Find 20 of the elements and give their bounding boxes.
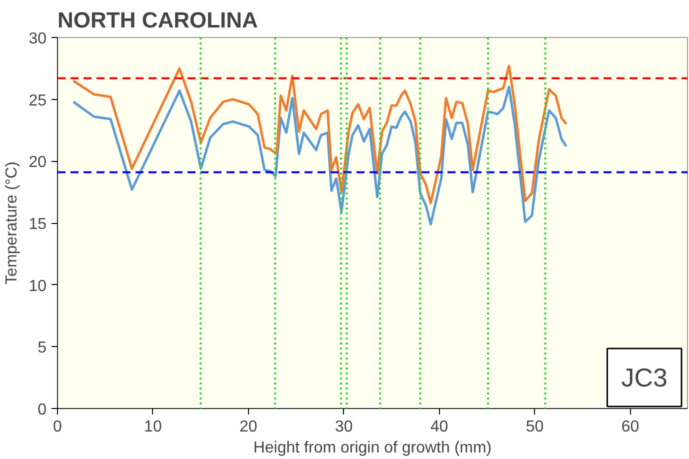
y-tick-label: 15: [28, 216, 47, 233]
y-tick-label: 0: [38, 402, 47, 418]
x-tick-label: 50: [526, 418, 544, 436]
x-tick-label: 10: [144, 418, 162, 436]
chart-title: NORTH CAROLINA: [58, 8, 258, 32]
line-series: [72, 86, 568, 226]
x-tick-label: 40: [430, 418, 448, 436]
x-tick-label: 0: [53, 418, 62, 436]
x-tick-label: 20: [240, 418, 258, 436]
y-tick-label: 10: [28, 278, 47, 295]
y-tick-label: 25: [28, 92, 47, 110]
x-tick-label: 60: [621, 418, 640, 436]
annotation: JC3: [621, 362, 668, 392]
x-tick-label: 30: [334, 418, 353, 436]
x-axis-title: Height from origin of growth (mm): [253, 440, 492, 456]
y-tick-label: 5: [38, 340, 47, 357]
line-series: [72, 64, 568, 204]
y-axis-title: Temperature (°C): [4, 162, 21, 284]
y-tick-label: 30: [28, 30, 47, 48]
y-tick-label: 20: [28, 154, 47, 172]
